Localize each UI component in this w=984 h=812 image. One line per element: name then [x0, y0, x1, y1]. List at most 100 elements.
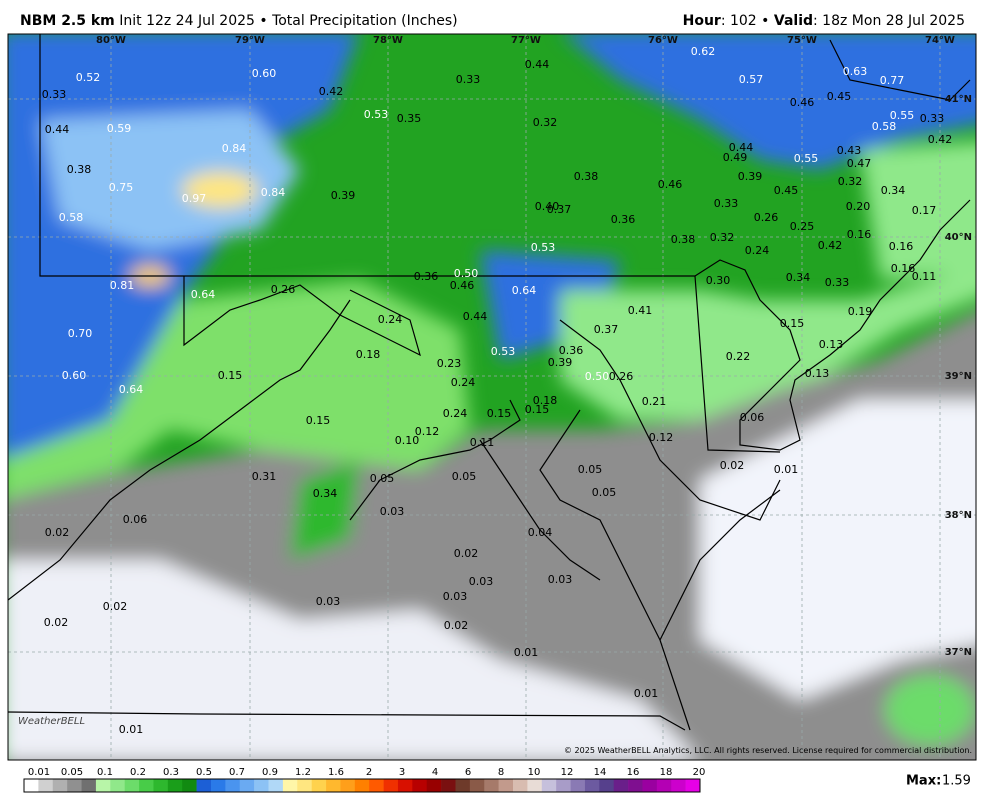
- point-value: 0.84: [261, 186, 286, 199]
- header-right: Hour: 102 • Valid: 18z Mon 28 Jul 2025: [683, 13, 965, 29]
- point-value: 0.05: [578, 463, 603, 476]
- longitude-label: 80°W: [96, 35, 126, 46]
- colorbar-swatch: [282, 779, 298, 792]
- point-value: 0.34: [786, 271, 811, 284]
- point-value: 0.02: [44, 616, 69, 629]
- point-value: 0.36: [611, 213, 636, 226]
- max-label: Max:: [906, 774, 941, 789]
- point-value: 0.33: [714, 197, 739, 210]
- point-value: 0.34: [881, 184, 906, 197]
- colorbar-swatch: [556, 779, 571, 792]
- longitude-label: 77°W: [511, 35, 541, 46]
- colorbar-swatch: [210, 779, 226, 792]
- colorbar-swatch: [441, 779, 456, 792]
- point-value: 0.04: [528, 526, 553, 539]
- point-value: 0.02: [720, 459, 745, 472]
- colorbar-tick-label: 0.7: [229, 767, 245, 778]
- point-value: 0.53: [491, 345, 516, 358]
- colorbar-tick-label: 4: [432, 767, 438, 778]
- point-value: 0.18: [356, 348, 381, 361]
- point-value: 0.45: [774, 184, 799, 197]
- point-value: 0.47: [847, 157, 872, 170]
- point-value: 0.26: [271, 283, 296, 296]
- point-value: 0.19: [848, 305, 873, 318]
- colorbar-swatch: [628, 779, 643, 792]
- point-value: 0.39: [548, 356, 573, 369]
- colorbar-tick-label: 8: [498, 767, 504, 778]
- point-value: 0.33: [920, 112, 945, 125]
- point-value: 0.24: [745, 244, 770, 257]
- colorbar-tick-label: 3: [399, 767, 405, 778]
- valid-label: Valid: [774, 13, 813, 29]
- colorbar-swatch: [570, 779, 586, 792]
- colorbar-swatch: [383, 779, 399, 792]
- point-value: 0.64: [191, 288, 216, 301]
- point-value: 0.18: [533, 394, 558, 407]
- colorbar-swatch: [239, 779, 255, 792]
- point-value: 0.38: [67, 163, 92, 176]
- point-value: 0.02: [454, 547, 479, 560]
- point-value: 0.39: [331, 189, 356, 202]
- point-value: 0.63: [843, 65, 868, 78]
- colorbar: 0.01 0.05 0.1 0.2 0.3 0.5 0.7 0.9 1.2 1.6 2 3 4 6 8 10 1…: [23, 767, 706, 793]
- colorbar-swatch: [455, 779, 471, 792]
- point-value: 0.01: [514, 646, 539, 659]
- longitude-label: 74°W: [925, 35, 955, 46]
- colorbar-tick-label: 12: [561, 767, 574, 778]
- point-value: 0.37: [594, 323, 619, 336]
- point-value: 0.45: [827, 90, 852, 103]
- point-value: 0.16: [847, 228, 872, 241]
- point-value: 0.44: [525, 58, 550, 71]
- colorbar-tick-label: 0.5: [196, 767, 212, 778]
- colorbar-swatch: [656, 779, 672, 792]
- point-value: 0.32: [533, 116, 558, 129]
- point-value: 0.26: [609, 370, 634, 383]
- point-value: 0.26: [754, 211, 779, 224]
- hour-label: Hour: [683, 13, 721, 29]
- colorbar-swatch: [469, 779, 485, 792]
- colorbar-swatch: [38, 779, 54, 792]
- colorbar-swatch: [225, 779, 241, 792]
- colorbar-swatch: [340, 779, 356, 792]
- colorbar-swatch: [153, 779, 169, 792]
- colorbar-tick-label: 18: [660, 767, 673, 778]
- point-value: 0.01: [774, 463, 799, 476]
- colorbar-swatch: [24, 779, 39, 792]
- colorbar-swatch: [139, 779, 154, 792]
- point-value: 0.81: [110, 279, 135, 292]
- max-value: 1.59: [942, 774, 971, 789]
- colorbar-tick-label: 6: [465, 767, 471, 778]
- point-value: 0.12: [649, 431, 674, 444]
- point-value: 0.36: [559, 344, 584, 357]
- point-value: 0.57: [739, 73, 764, 86]
- point-value: 0.24: [443, 407, 468, 420]
- colorbar-tick-label: 10: [528, 767, 541, 778]
- colorbar-frame: [23, 778, 701, 793]
- point-value: 0.64: [512, 284, 537, 297]
- colorbar-swatch: [584, 779, 600, 792]
- colorbar-swatch: [81, 779, 97, 792]
- point-value: 0.42: [319, 85, 344, 98]
- point-value: 0.05: [592, 486, 617, 499]
- point-value: 0.39: [738, 170, 763, 183]
- colorbar-swatch: [642, 779, 658, 792]
- point-value: 0.58: [59, 211, 84, 224]
- point-value: 0.10: [395, 434, 420, 447]
- point-value: 0.15: [218, 369, 243, 382]
- point-value: 0.42: [928, 133, 953, 146]
- point-value: 0.23: [437, 357, 462, 370]
- point-value: 0.33: [825, 276, 850, 289]
- point-value: 0.43: [837, 144, 862, 157]
- point-value: 0.53: [364, 108, 389, 121]
- colorbar-swatch: [369, 779, 384, 792]
- point-value: 0.60: [62, 369, 87, 382]
- colorbar-swatch: [196, 779, 212, 792]
- point-value: 0.03: [469, 575, 494, 588]
- longitude-label: 78°W: [373, 35, 403, 46]
- colorbar-swatch: [685, 779, 701, 792]
- colorbar-tick-label: 0.05: [61, 767, 83, 778]
- colorbar-tick-label: 20: [693, 767, 706, 778]
- header-left: NBM 2.5 km Init 12z 24 Jul 2025 • Total …: [20, 13, 458, 29]
- point-value: 0.37: [547, 203, 572, 216]
